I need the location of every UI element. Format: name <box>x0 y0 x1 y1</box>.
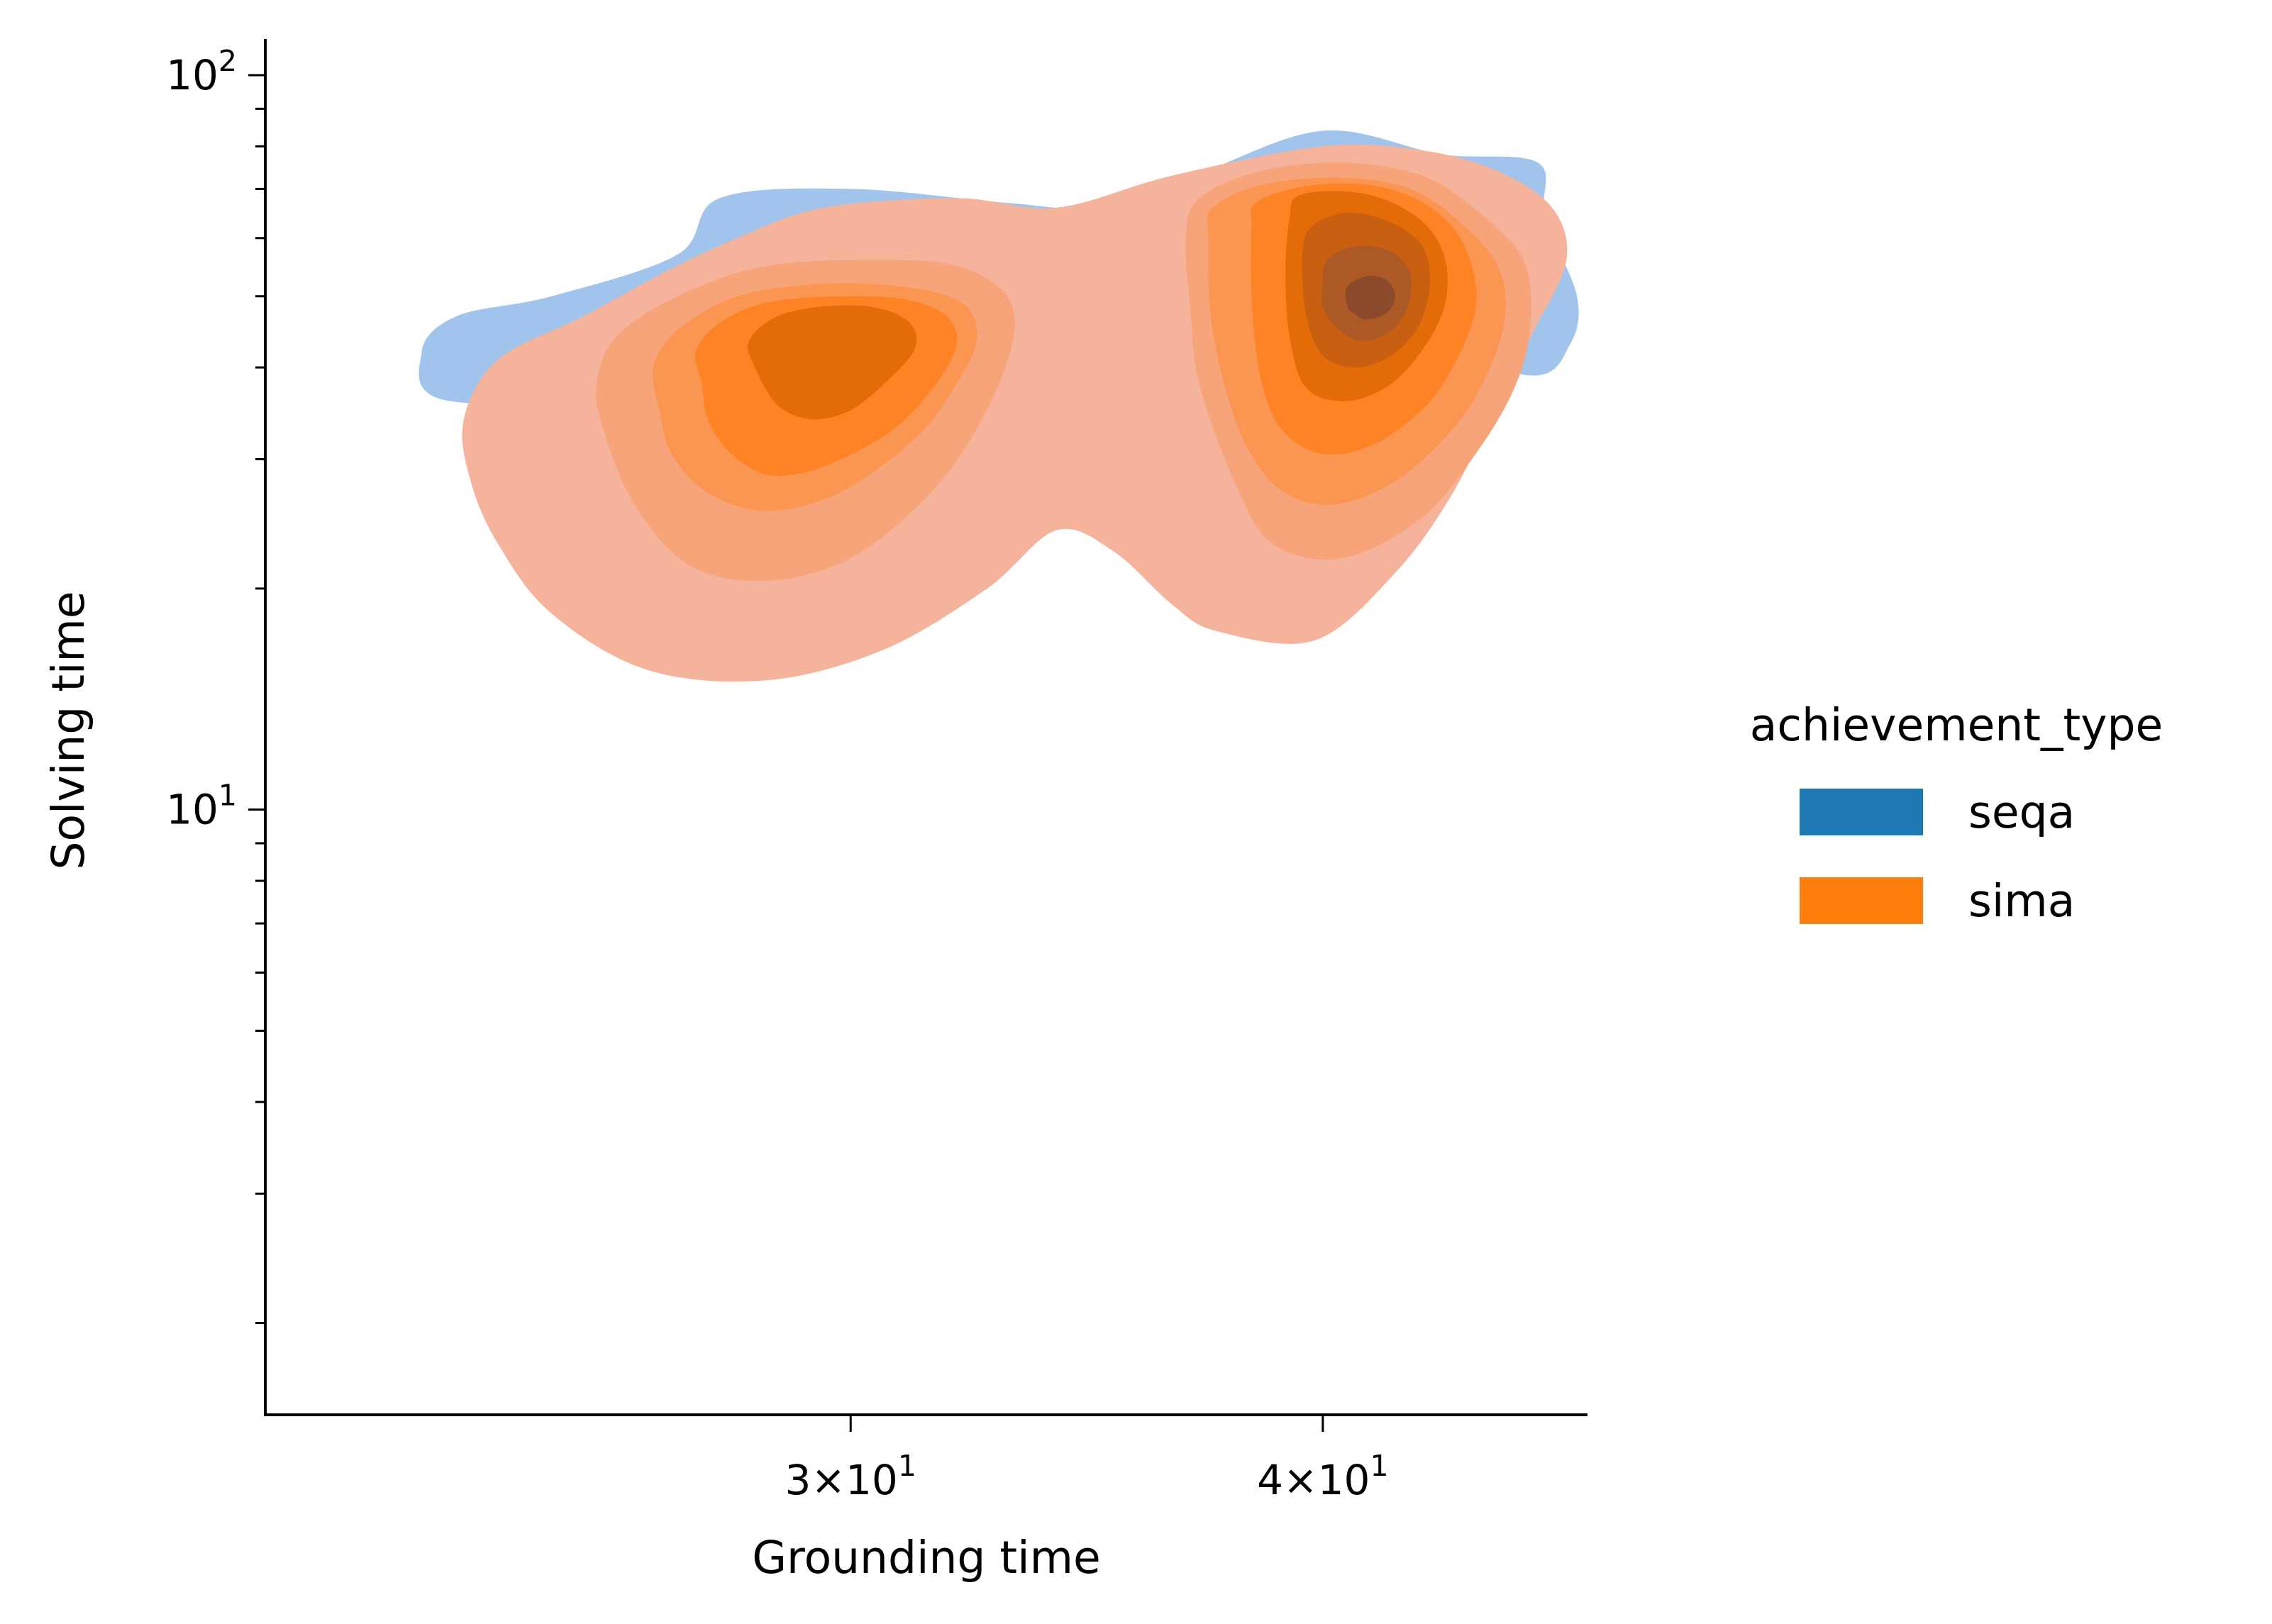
legend-label-seqa: seqa <box>1968 786 2075 838</box>
y-tick-label-100: 102 <box>166 44 237 99</box>
kde-contour-sima-level-8-part-1 <box>1345 275 1395 320</box>
legend: achievement_type seqa sima <box>1750 699 2163 927</box>
axes <box>264 39 1587 1416</box>
plot-area <box>419 130 1579 682</box>
kde-contour-sima-level-5-part-1 <box>748 305 917 420</box>
legend-label-sima: sima <box>1968 875 2075 927</box>
ticks: 101 102 3×101 4×101 <box>166 44 1388 1504</box>
y-tick-label-10: 101 <box>166 779 237 834</box>
y-axis-label: Solving time <box>43 591 94 869</box>
legend-swatch-sima <box>1800 877 1923 924</box>
x-tick-label-40: 4×101 <box>1257 1449 1388 1504</box>
x-tick-label-30: 3×101 <box>785 1449 916 1504</box>
legend-swatch-seqa <box>1800 789 1923 835</box>
legend-title: achievement_type <box>1750 699 2163 751</box>
x-axis-label: Grounding time <box>752 1532 1101 1584</box>
